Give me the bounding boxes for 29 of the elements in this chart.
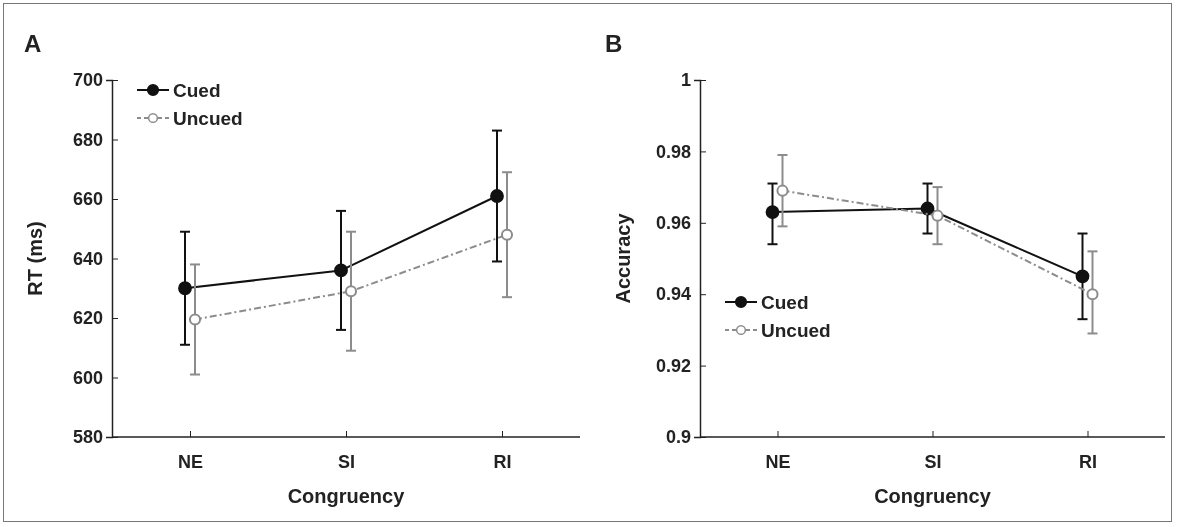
y-tick-label: 580 <box>72 427 103 448</box>
y-tick-label: 0.92 <box>655 355 691 376</box>
y-tick-label: 0.98 <box>655 141 691 162</box>
y-axis-title: Accuracy <box>612 212 634 304</box>
chart-title: A <box>24 30 42 57</box>
x-axis-title: Congruency <box>287 485 406 507</box>
y-tick-label: 0.94 <box>655 284 691 305</box>
legend-label: Uncued <box>761 320 831 341</box>
y-tick-label: 600 <box>72 367 103 388</box>
y-tick-label: 660 <box>72 189 103 210</box>
y-tick-label: 640 <box>72 248 103 269</box>
legend-label: Uncued <box>173 108 243 129</box>
legend-label: Cued <box>761 292 809 313</box>
y-tick-label: 1 <box>680 70 691 91</box>
x-tick-label: NE <box>177 451 204 472</box>
x-tick-label: SI <box>924 451 942 472</box>
y-tick-label: 0.9 <box>665 427 691 448</box>
x-tick-label: RI <box>493 451 512 472</box>
y-tick-label: 620 <box>72 308 103 329</box>
y-axis-title: RT (ms) <box>24 221 46 296</box>
x-axis-title: Congruency <box>874 485 992 507</box>
x-tick-label: NE <box>765 451 791 472</box>
chart-title: B <box>605 30 623 57</box>
x-tick-label: RI <box>1079 451 1097 472</box>
x-tick-label: SI <box>337 451 356 472</box>
y-tick-label: 700 <box>72 70 103 91</box>
legend-label: Cued <box>173 80 221 101</box>
y-tick-label: 0.96 <box>655 213 691 234</box>
y-tick-label: 680 <box>72 129 103 150</box>
